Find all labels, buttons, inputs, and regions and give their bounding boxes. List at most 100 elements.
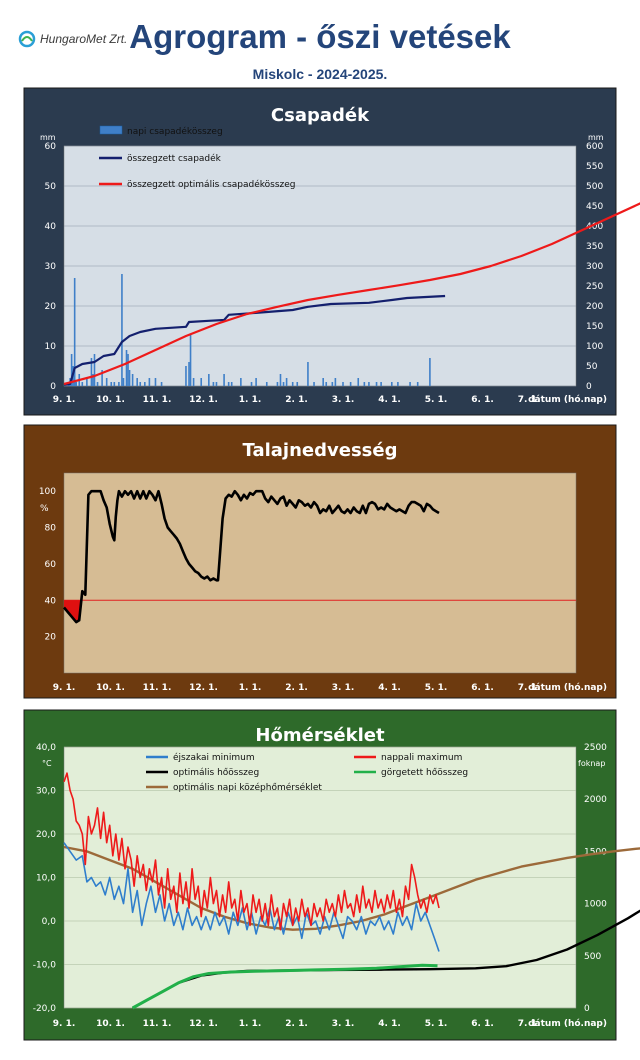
precip-daily-bar	[118, 382, 120, 386]
precip-legend-label: összegzett optimális csapadékösszeg	[127, 179, 296, 190]
precip-daily-bar	[334, 378, 337, 386]
precip-daily-bar	[75, 382, 77, 386]
precip-right-tick-label: 100	[586, 342, 603, 352]
precip-daily-bar	[322, 378, 324, 386]
precip-daily-bar	[307, 362, 309, 386]
precip-daily-bar	[136, 378, 138, 386]
precip-x-tick-label: 6. 1.	[471, 395, 494, 405]
precip-legend-label: napi csapadékösszeg	[127, 126, 223, 137]
precip-right-tick-label: 250	[586, 282, 603, 292]
precip-x-tick-label: 7. 1.	[518, 395, 541, 405]
soil-y-tick-label: 40	[45, 596, 57, 606]
soil-x-tick-label: 10. 1.	[96, 683, 125, 693]
soil-y-tick-label: 60	[45, 560, 57, 570]
precip-daily-bar	[215, 382, 218, 386]
temp-left-tick-label: -10,0	[33, 961, 57, 971]
soil-moisture-line	[63, 489, 440, 624]
precip-daily-bar	[160, 382, 163, 386]
precip-x-tick-label: 3. 1.	[332, 395, 355, 405]
precip-daily-bar	[291, 382, 294, 386]
temp-right-tick-label: 500	[584, 952, 601, 962]
precip-daily-bar	[110, 382, 113, 386]
page-title: Agrogram - őszi vetések	[129, 18, 511, 55]
precip-daily-bar	[375, 382, 378, 386]
precip-daily-bar	[313, 382, 315, 386]
precip-daily-bar	[223, 374, 225, 386]
precip-daily-bar	[139, 382, 142, 386]
precip-right-tick-label: 200	[586, 302, 603, 312]
soil-y-tick-label: 80	[45, 524, 57, 534]
soil-x-tick-label: 2. 1.	[285, 683, 308, 693]
temp-title: Hőmérséklet	[255, 725, 385, 746]
precip-daily-bar	[265, 382, 268, 386]
soil-x-tick-label: 12. 1.	[189, 683, 218, 693]
soil-y-unit: %	[40, 504, 49, 514]
temp-day-max-line	[63, 772, 440, 931]
precip-daily-bar	[296, 382, 299, 386]
soil-y-tick-label: 20	[45, 633, 57, 643]
precip-right-tick-label: 350	[586, 242, 603, 252]
precip-daily-bar	[409, 382, 411, 386]
precip-daily-bar	[125, 350, 128, 386]
temp-x-tick-label: 6. 1.	[471, 1019, 494, 1029]
precip-daily-bar	[208, 374, 210, 386]
soil-deficit-fill	[64, 600, 81, 623]
precip-daily-bar	[90, 358, 93, 386]
precip-x-tick-label: 2. 1.	[285, 395, 308, 405]
temp-left-unit: °C	[42, 759, 52, 768]
temp-legend-label: optimális hőösszeg	[173, 768, 259, 778]
temp-x-tick-label: 10. 1.	[96, 1019, 125, 1029]
precip-daily-bar	[189, 334, 192, 386]
temp-x-tick-label: 12. 1.	[189, 1019, 218, 1029]
precip-left-tick-label: 30	[45, 262, 57, 272]
precip-right-tick-label: 550	[586, 162, 603, 172]
soil-x-tick-label: 7. 1.	[518, 683, 541, 693]
soil-x-tick-label: 4. 1.	[378, 683, 401, 693]
precip-daily-bar	[154, 378, 157, 386]
precip-daily-bar	[276, 382, 279, 386]
precip-left-tick-label: 10	[45, 342, 57, 352]
precip-left-tick-label: 40	[45, 222, 57, 232]
precip-daily-bar	[416, 382, 419, 386]
precip-daily-bar	[81, 382, 84, 386]
precip-daily-bar	[93, 354, 96, 386]
soil-x-tick-label: 9. 1.	[53, 683, 76, 693]
precip-daily-bar	[349, 382, 352, 386]
precip-left-tick-label: 0	[50, 382, 56, 392]
temp-right-tick-label: 1500	[584, 847, 607, 857]
precip-daily-bar	[101, 370, 103, 386]
precip-daily-bar	[227, 382, 230, 386]
precip-right-unit: mm	[588, 133, 604, 142]
precip-right-tick-label: 0	[586, 382, 592, 392]
soil-title: Talajnedvesség	[243, 440, 398, 461]
temp-x-tick-label: 3. 1.	[332, 1019, 355, 1029]
temp-left-tick-label: 20,0	[36, 830, 56, 840]
precip-x-tick-label: 9. 1.	[53, 395, 76, 405]
precip-daily-bar	[70, 354, 73, 386]
temp-x-tick-label: 11. 1.	[143, 1019, 172, 1029]
hungaromet-logo-icon	[18, 30, 36, 48]
precip-daily-bar	[282, 382, 285, 386]
soil-x-tick-label: 3. 1.	[332, 683, 355, 693]
temp-left-tick-label: 0,0	[42, 917, 57, 927]
temp-x-tick-label: 9. 1.	[53, 1019, 76, 1029]
precip-daily-bar	[230, 382, 233, 386]
temp-right-tick-label: 0	[584, 1004, 590, 1014]
precip-left-unit: mm	[40, 133, 56, 142]
precip-daily-bar	[192, 378, 195, 386]
precip-legend-swatch	[99, 125, 123, 135]
precip-right-tick-label: 50	[586, 362, 598, 372]
precip-daily-bar	[121, 274, 123, 386]
precip-left-tick-label: 60	[45, 142, 57, 152]
precip-daily-bar	[144, 382, 146, 386]
soil-y-tick-label: 100	[39, 487, 56, 497]
temp-x-tick-label: 2. 1.	[285, 1019, 308, 1029]
soil-x-tick-label: 1. 1.	[239, 683, 262, 693]
precip-daily-bar	[342, 382, 344, 386]
precip-title: Csapadék	[271, 105, 370, 126]
soil-plot-area	[63, 472, 577, 674]
precip-daily-bar	[331, 382, 334, 386]
precip-daily-bar	[122, 378, 125, 386]
soil-x-tick-label: 5. 1.	[425, 683, 448, 693]
